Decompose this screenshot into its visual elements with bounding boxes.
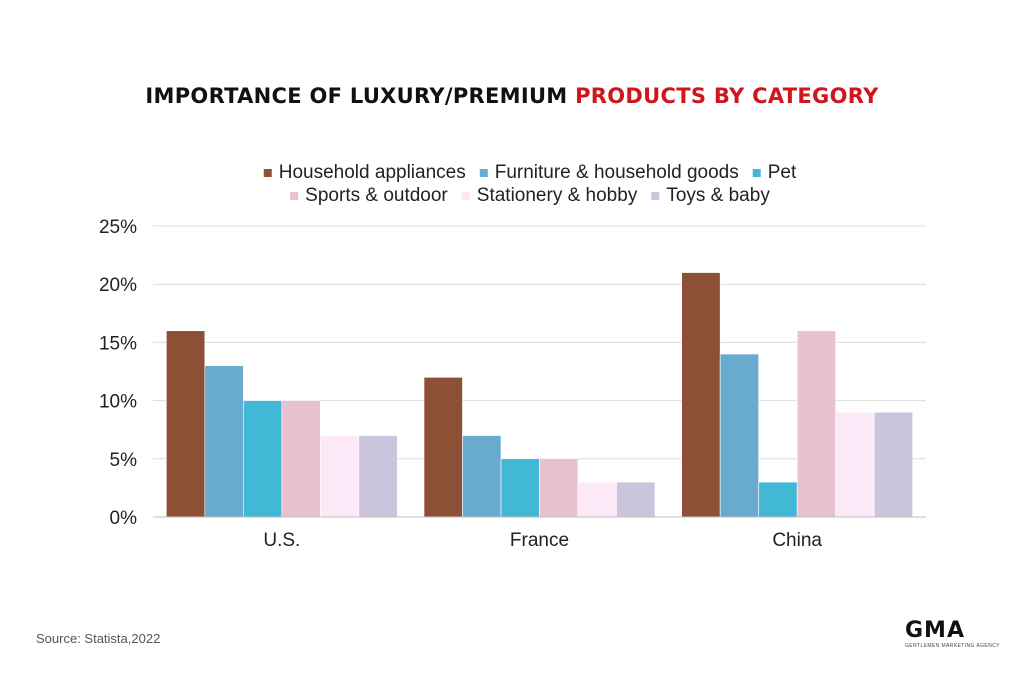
bar [539, 458, 579, 518]
bar [835, 411, 875, 518]
x-category-label: China [772, 530, 822, 551]
bar [358, 435, 398, 518]
chart-title: IMPORTANCE OF LUXURY/PREMIUM PRODUCTS BY… [0, 84, 1024, 108]
bar [719, 353, 759, 518]
bar [681, 272, 721, 518]
chart-title-part1: IMPORTANCE OF LUXURY/PREMIUM [145, 84, 576, 108]
bar [320, 435, 360, 518]
y-tick-label: 15% [99, 333, 137, 354]
legend-label: Stationery & hobby [477, 185, 638, 206]
source-note: Source: Statista,2022 [36, 631, 161, 646]
x-category-label: France [510, 530, 569, 551]
legend-label: Household appliances [279, 162, 466, 183]
legend-swatch [479, 169, 488, 177]
bar [243, 400, 283, 518]
bar [758, 481, 798, 518]
bar [873, 411, 913, 518]
legend-swatch [752, 169, 761, 177]
legend-label: Pet [768, 162, 797, 183]
bar [166, 330, 206, 518]
bar [462, 435, 502, 518]
legend-label: Furniture & household goods [495, 162, 739, 183]
bars [166, 272, 913, 518]
bar [796, 330, 836, 518]
axes: 0% 5% 10% 15% 20% 25% U.S. France China [99, 217, 926, 551]
bar [577, 481, 617, 518]
bar [204, 365, 244, 518]
chart-title-part2: PRODUCTS BY CATEGORY [575, 84, 879, 108]
y-tick-label: 10% [99, 392, 137, 413]
bar [616, 481, 656, 518]
legend: Household appliances Furniture & househol… [263, 162, 797, 206]
legend-row: Household appliances Furniture & househol… [263, 162, 797, 183]
logo-text: GMA [905, 618, 965, 643]
x-category-label: U.S. [263, 530, 300, 551]
bar [281, 400, 321, 518]
y-tick-label: 5% [110, 450, 138, 471]
legend-swatch [290, 192, 299, 200]
bar [500, 458, 540, 518]
legend-swatch [461, 192, 470, 200]
legend-label: Toys & baby [666, 185, 770, 206]
logo-subtitle: GENTLEMEN MARKETING AGENCY [905, 643, 1000, 649]
legend-swatch [651, 192, 660, 200]
y-tick-label: 25% [99, 217, 137, 238]
y-tick-label: 0% [110, 508, 138, 529]
y-tick-label: 20% [99, 275, 137, 296]
legend-label: Sports & outdoor [305, 185, 448, 206]
legend-row: Sports & outdoor Stationery & hobby Toys &… [290, 185, 770, 206]
gma-logo: GMA GENTLEMEN MARKETING AGENCY [905, 618, 1000, 650]
legend-swatch [263, 169, 272, 177]
bar [423, 377, 463, 518]
